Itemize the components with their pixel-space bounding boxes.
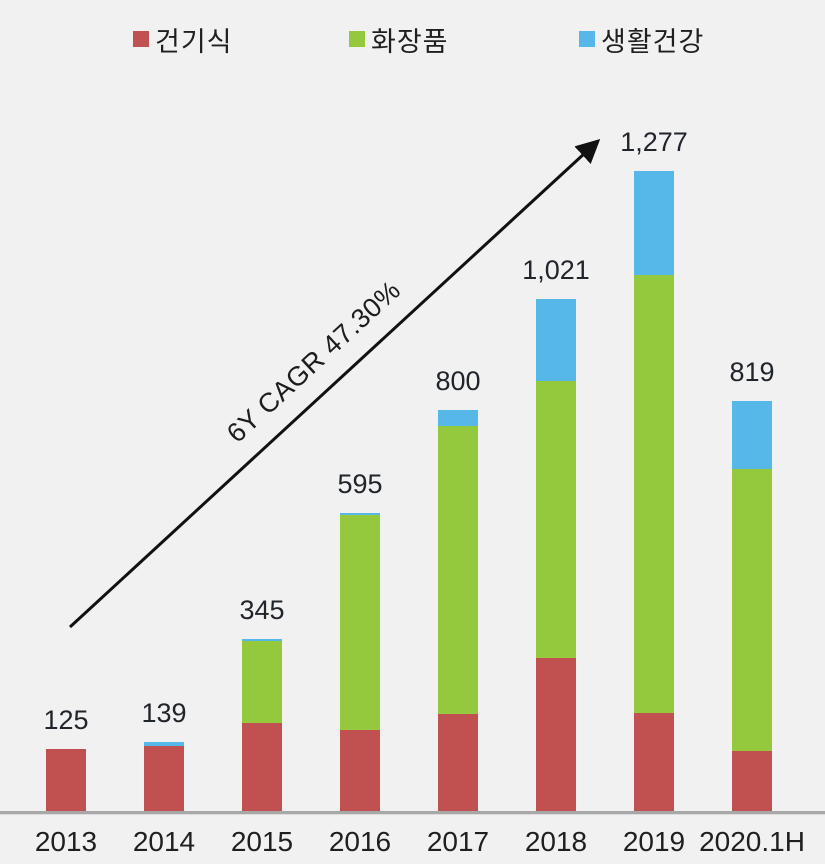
bar-segment-건기식 bbox=[144, 745, 184, 812]
x-axis-label: 2018 bbox=[524, 826, 588, 857]
bar-total-label: 800 bbox=[435, 366, 481, 397]
legend-item-hwajangpum: 화장품 bbox=[349, 22, 449, 57]
x-axis-label: 2015 bbox=[230, 826, 294, 857]
blue-square-icon bbox=[579, 31, 595, 47]
legend-item-saenghwalgeongang: 생활건강 bbox=[579, 22, 705, 57]
bar-segment-생활건강 bbox=[634, 170, 674, 276]
bar-segment-건기식 bbox=[536, 657, 576, 812]
legend-item-geongisik: 건기식 bbox=[133, 22, 233, 57]
bar-total-label: 345 bbox=[239, 594, 285, 625]
green-square-icon bbox=[349, 31, 365, 47]
bar-segment-생활건강 bbox=[732, 400, 772, 469]
legend-label: 건기식 bbox=[155, 26, 233, 57]
bar-segment-화장품 bbox=[536, 380, 576, 658]
bar-segment-생활건강 bbox=[438, 410, 478, 427]
bar-2020.1H bbox=[732, 400, 772, 812]
bar-2017 bbox=[438, 410, 478, 812]
legend: 건기식 화장품 생활건강 bbox=[0, 22, 825, 62]
x-axis-label: 2013 bbox=[34, 826, 98, 857]
red-square-icon bbox=[133, 31, 149, 47]
bar-total-label: 595 bbox=[337, 469, 383, 500]
x-axis-label: 2014 bbox=[132, 826, 196, 857]
x-axis-label: 2019 bbox=[622, 826, 686, 857]
legend-label: 화장품 bbox=[371, 26, 449, 57]
bar-2013 bbox=[46, 749, 86, 812]
bar-segment-생활건강 bbox=[242, 638, 282, 642]
bar-segment-화장품 bbox=[438, 426, 478, 715]
bar-segment-화장품 bbox=[242, 641, 282, 724]
legend-label: 생활건강 bbox=[601, 26, 705, 57]
bar-segment-화장품 bbox=[732, 468, 772, 752]
bar-total-label: 139 bbox=[141, 698, 187, 729]
bar-segment-생활건강 bbox=[144, 742, 184, 746]
bar-2019 bbox=[634, 170, 674, 812]
bar-segment-건기식 bbox=[242, 723, 282, 812]
bar-2014 bbox=[144, 742, 184, 812]
bar-segment-생활건강 bbox=[536, 299, 576, 381]
bar-segment-건기식 bbox=[46, 749, 86, 812]
bar-segment-화장품 bbox=[634, 275, 674, 714]
bar-total-label: 1,021 bbox=[522, 255, 590, 286]
bar-2018 bbox=[536, 299, 576, 812]
bar-segment-건기식 bbox=[732, 751, 772, 812]
bar-segment-건기식 bbox=[438, 714, 478, 812]
x-axis-label: 2016 bbox=[328, 826, 392, 857]
bar-segment-화장품 bbox=[340, 515, 380, 730]
bar-segment-건기식 bbox=[340, 729, 380, 812]
bar-total-label: 1,277 bbox=[620, 126, 688, 157]
bar-2015 bbox=[242, 638, 282, 812]
bar-total-label: 819 bbox=[729, 356, 775, 387]
x-axis-label: 2017 bbox=[426, 826, 490, 857]
x-axis-line bbox=[0, 811, 825, 815]
x-axis-label: 2020.1H bbox=[699, 826, 805, 857]
bar-segment-건기식 bbox=[634, 713, 674, 812]
bar-total-label: 125 bbox=[43, 705, 89, 736]
bar-2016 bbox=[340, 513, 380, 812]
